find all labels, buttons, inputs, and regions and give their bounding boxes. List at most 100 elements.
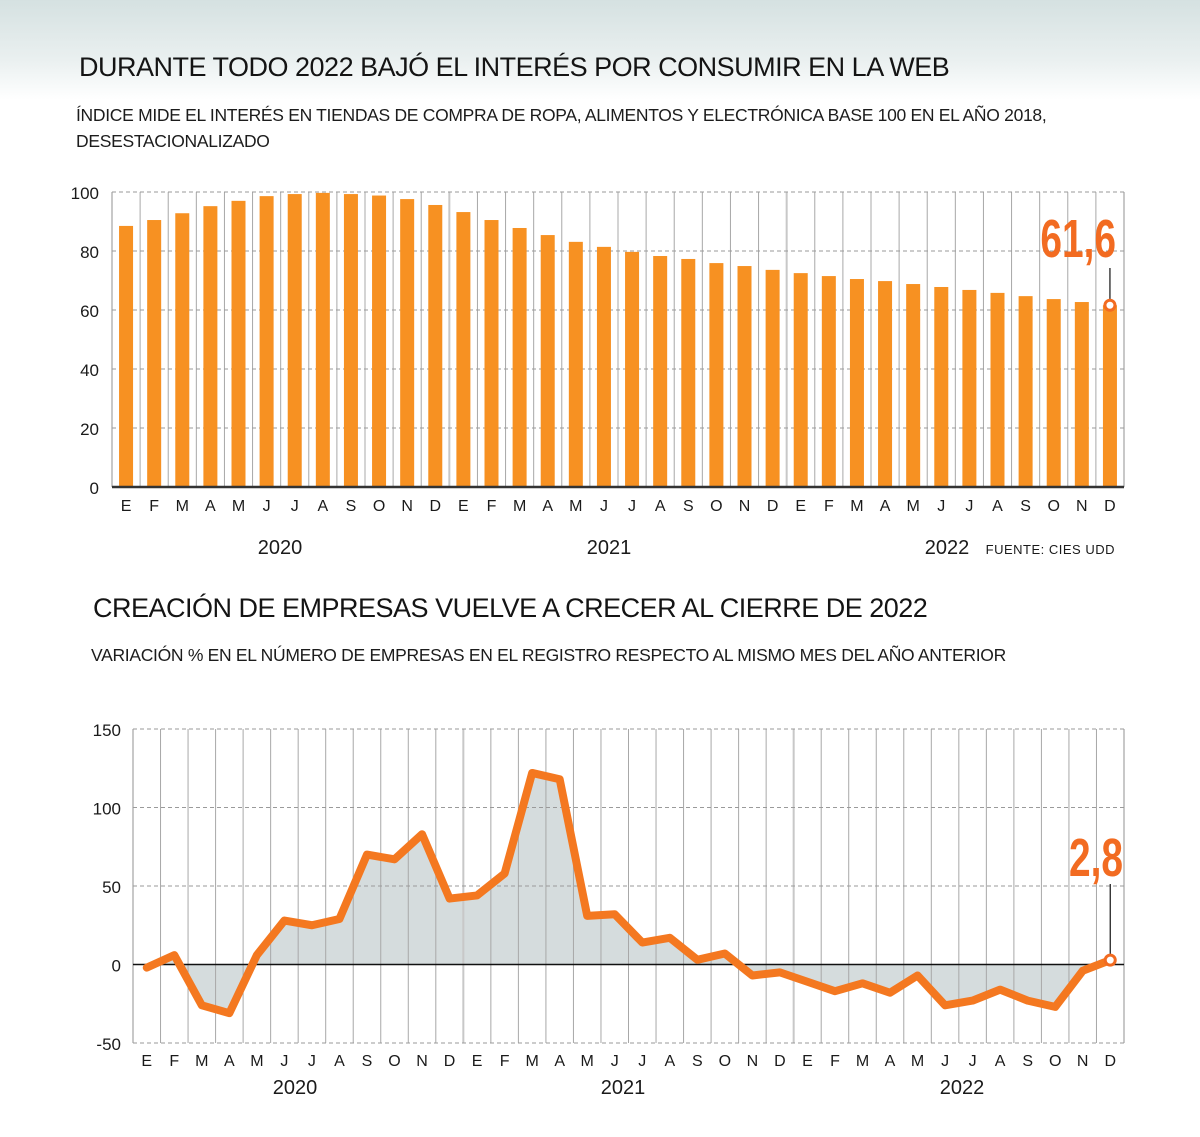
x-tick-label: A	[205, 498, 216, 515]
bar	[962, 289, 977, 487]
bar	[343, 194, 358, 487]
y-tick-label: 20	[80, 420, 99, 439]
bar	[625, 251, 640, 487]
x-tick-label: M	[907, 498, 920, 515]
x-tick-label: J	[937, 498, 945, 515]
x-tick-label: M	[569, 498, 582, 515]
bar	[315, 192, 330, 487]
bar	[934, 286, 949, 487]
bar	[259, 196, 274, 487]
x-tick-label: E	[472, 1053, 483, 1070]
y-tick-label: 50	[102, 878, 121, 897]
year-label-2022: 2022	[925, 537, 970, 559]
y-tick-label: 40	[80, 361, 99, 380]
bar	[1018, 296, 1033, 487]
bar	[793, 273, 808, 487]
x-tick-label: S	[1022, 1053, 1033, 1070]
x-tick-label: A	[885, 1053, 896, 1070]
bar	[1046, 299, 1061, 487]
x-tick-label: J	[628, 498, 636, 515]
x-tick-label: J	[263, 498, 271, 515]
x-tick-label: J	[638, 1053, 646, 1070]
x-tick-label: M	[856, 1053, 869, 1070]
highlight-point	[1103, 298, 1117, 312]
x-tick-label: F	[830, 1053, 840, 1070]
y-tick-label: 60	[80, 302, 99, 321]
x-tick-label: E	[121, 498, 132, 515]
bar	[737, 266, 752, 487]
x-tick-label: S	[1020, 498, 1031, 515]
chart2-title: CREACIÓN DE EMPRESAS VUELVE A CRECER AL …	[93, 593, 928, 623]
year-label-2020: 2020	[273, 1077, 318, 1099]
x-tick-label: D	[444, 1053, 456, 1070]
highlight-value-label: 2,8	[1069, 827, 1123, 888]
x-tick-label: J	[969, 1053, 977, 1070]
bar	[400, 199, 415, 487]
x-tick-label: N	[739, 498, 751, 515]
x-tick-label: F	[500, 1053, 510, 1070]
x-tick-label: M	[911, 1053, 924, 1070]
y-tick-label: 100	[93, 800, 121, 819]
bar	[990, 292, 1005, 487]
y-tick-label: 150	[93, 721, 121, 740]
x-tick-label: F	[487, 498, 497, 515]
x-tick-label: J	[600, 498, 608, 515]
bar	[906, 284, 921, 487]
x-tick-label: E	[458, 498, 469, 515]
x-tick-label: O	[1047, 498, 1059, 515]
bar	[878, 281, 893, 487]
x-tick-label: D	[767, 498, 779, 515]
x-tick-label: E	[802, 1053, 813, 1070]
bar	[849, 279, 864, 487]
bar	[484, 220, 499, 487]
x-tick-label: M	[525, 1053, 538, 1070]
bar	[681, 258, 696, 487]
x-tick-label: N	[401, 498, 413, 515]
bar	[175, 213, 190, 488]
highlight-point	[1103, 953, 1117, 967]
x-tick-label: O	[1049, 1053, 1061, 1070]
x-tick-label: O	[373, 498, 385, 515]
x-tick-label: D	[1104, 1053, 1116, 1070]
highlight-value-label: 61,6	[1040, 208, 1116, 269]
x-tick-label: A	[224, 1053, 235, 1070]
x-tick-label: N	[416, 1053, 428, 1070]
bar	[653, 256, 668, 487]
x-tick-label: F	[149, 498, 159, 515]
bar	[372, 195, 387, 488]
x-tick-label: M	[195, 1053, 208, 1070]
bar	[287, 194, 302, 487]
x-tick-label: E	[141, 1053, 152, 1070]
x-tick-label: M	[513, 498, 526, 515]
bar	[568, 241, 583, 487]
x-tick-label: F	[824, 498, 834, 515]
bar	[821, 276, 836, 487]
bar	[596, 246, 611, 487]
bar	[1074, 302, 1089, 487]
chart1-title: DURANTE TODO 2022 BAJÓ EL INTERÉS POR CO…	[79, 52, 950, 82]
chart1-subtitle-line2: DESESTACIONALIZADO	[76, 131, 270, 151]
x-tick-label: M	[250, 1053, 263, 1070]
x-tick-label: A	[992, 498, 1003, 515]
source-label: FUENTE: CIES UDD	[986, 542, 1115, 557]
x-tick-label: J	[291, 498, 299, 515]
x-tick-label: A	[317, 498, 328, 515]
y-tick-label: 100	[71, 184, 99, 203]
bar	[512, 227, 527, 488]
year-label-2022: 2022	[940, 1077, 985, 1099]
bar	[428, 204, 443, 488]
x-tick-label: M	[581, 1053, 594, 1070]
bar	[765, 269, 780, 487]
x-tick-label: N	[747, 1053, 759, 1070]
x-tick-label: N	[1076, 498, 1088, 515]
x-tick-label: J	[611, 1053, 619, 1070]
x-tick-label: D	[429, 498, 441, 515]
y-tick-label: 80	[80, 243, 99, 262]
x-tick-label: O	[710, 498, 722, 515]
header-band	[0, 0, 1200, 100]
y-tick-label: 0	[90, 479, 99, 498]
bar	[456, 212, 471, 487]
bar	[119, 225, 134, 488]
year-label-2020: 2020	[258, 537, 303, 559]
